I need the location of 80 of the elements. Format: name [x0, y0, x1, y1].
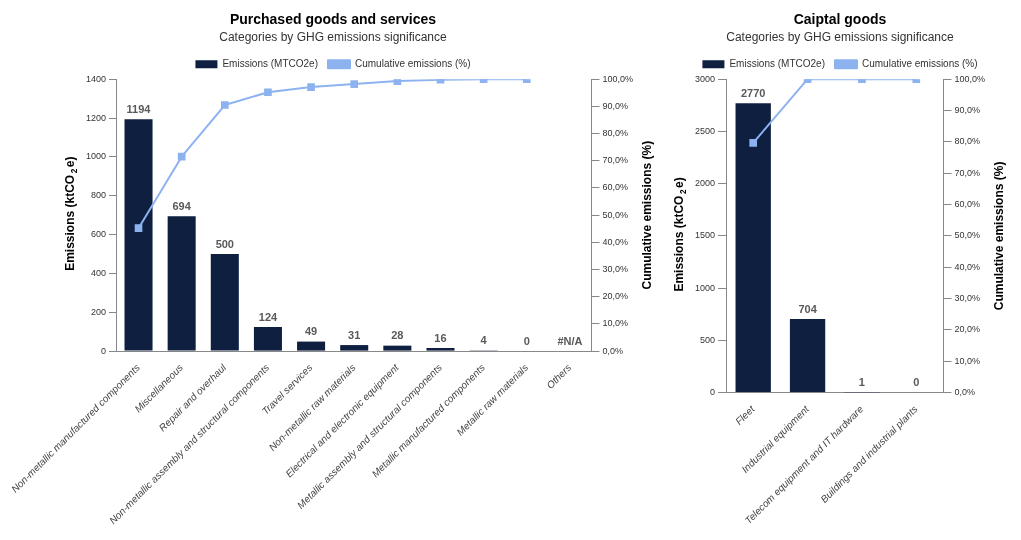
legend-label: Cumulative emissions (%) [861, 57, 978, 69]
legend-label: Cumulative emissions (%) [354, 57, 471, 69]
bar [383, 345, 412, 351]
y-tick-label: 0 [100, 345, 106, 356]
y-axis-title: Emissions (ktCO2e) [672, 177, 688, 292]
y-tick-label: 400 [90, 267, 106, 278]
y2-axis-title: Cumulative emissions (%) [640, 140, 655, 290]
y-tick-label: 600 [90, 229, 106, 240]
point [307, 83, 315, 91]
y2-tick-label: 60,0% [602, 182, 629, 193]
y2-tick-label: 60,0% [954, 199, 981, 210]
data-label: 0 [523, 334, 530, 347]
y2-tick-label: 100,0% [602, 73, 634, 84]
bar [735, 103, 771, 393]
bar [167, 216, 196, 351]
data-label: 49 [304, 325, 318, 338]
bar [340, 345, 369, 351]
bar [124, 119, 153, 351]
data-label: 16 [434, 331, 447, 344]
y2-tick-label: 90,0% [954, 105, 981, 116]
data-label: 694 [172, 199, 192, 212]
y2-tick-label: 70,0% [954, 167, 981, 178]
y2-tick-label: 80,0% [954, 136, 981, 147]
bar [789, 319, 826, 393]
bar [426, 347, 455, 351]
y-tick-label: 0 [710, 387, 716, 398]
y-tick-label: 2000 [694, 178, 716, 189]
y-tick-label: 200 [90, 306, 106, 317]
bar [253, 327, 282, 351]
y-tick-label: 1400 [85, 73, 106, 84]
y2-tick-label: 50,0% [602, 209, 629, 220]
y-tick-label: 3000 [694, 73, 716, 84]
y-tick-label: 1000 [85, 151, 106, 162]
y2-tick-label: 10,0% [602, 318, 629, 329]
data-label: 704 [798, 302, 818, 315]
y2-axis-title: Cumulative emissions (%) [992, 161, 1007, 311]
y-tick-label: 800 [90, 190, 106, 201]
y2-tick-label: 40,0% [954, 261, 981, 272]
chart-subtitle: Categories by GHG emissions significance [219, 30, 448, 45]
y2-tick-label: 50,0% [954, 230, 981, 241]
data-label: 0 [913, 376, 920, 389]
y2-tick-label: 100,0% [954, 73, 986, 84]
y2-tick-label: 20,0% [954, 324, 981, 335]
legend-label: Emissions (MTCO2e) [729, 57, 825, 69]
y-tick-label: 500 [699, 334, 716, 345]
bar [297, 341, 326, 351]
bar [210, 253, 239, 351]
data-label: 1 [858, 376, 865, 389]
y2-tick-label: 80,0% [602, 128, 629, 139]
text: #N/A [557, 334, 583, 347]
data-label: 1194 [126, 102, 152, 115]
y-axis-title: Emissions (ktCO2e) [63, 156, 79, 271]
chart-title: Purchased goods and services [229, 11, 437, 28]
y-tick-label: 1500 [694, 230, 716, 241]
point [134, 224, 143, 233]
point [264, 88, 272, 97]
data-label: 2770 [740, 86, 766, 99]
data-label: 4 [480, 333, 488, 346]
y2-tick-label: 10,0% [954, 355, 981, 366]
data-label: 31 [348, 328, 361, 341]
y2-tick-label: 90,0% [602, 100, 629, 111]
y2-tick-label: 20,0% [602, 291, 629, 302]
data-label: 124 [258, 310, 278, 323]
y2-tick-label: 70,0% [602, 155, 629, 166]
legend-label: Emissions (MTCO2e) [222, 57, 318, 69]
point [220, 101, 229, 109]
y2-tick-label: 0,0% [954, 387, 975, 398]
y2-tick-label: 30,0% [954, 293, 981, 304]
point [177, 152, 186, 161]
y2-tick-label: 0,0% [602, 345, 623, 356]
data-label: 500 [215, 237, 234, 250]
y-tick-label: 1000 [694, 282, 716, 293]
chart-subtitle: Categories by GHG emissions significance [726, 30, 955, 45]
chart-title: Caiptal goods [793, 11, 887, 28]
y-tick-label: 2500 [694, 125, 716, 136]
y2-tick-label: 40,0% [602, 236, 629, 247]
data-label: 28 [391, 329, 404, 342]
y2-tick-label: 30,0% [602, 264, 629, 275]
point [350, 80, 359, 88]
y-tick-label: 1200 [85, 112, 106, 123]
